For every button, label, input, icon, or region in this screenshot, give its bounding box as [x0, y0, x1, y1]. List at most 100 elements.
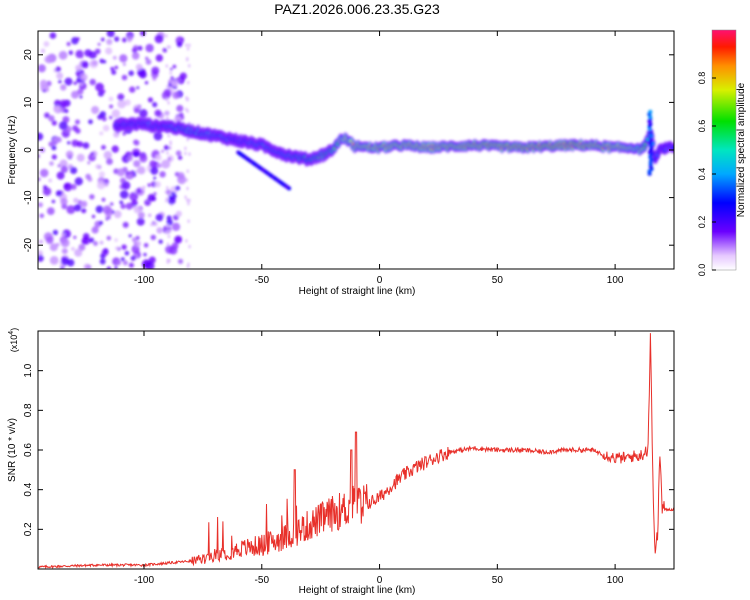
noise-blob [177, 155, 183, 160]
noise-blob [131, 47, 138, 53]
noise-blob [156, 227, 163, 234]
noise-blob [97, 181, 106, 190]
colorbar-tick-label: 0.8 [697, 72, 707, 85]
noise-blob [99, 240, 104, 245]
noise-blob [99, 111, 107, 118]
noise-blob [49, 243, 58, 252]
noise-blob [104, 182, 109, 187]
noise-blob [111, 69, 117, 75]
noise-blob [153, 192, 157, 196]
noise-blob [77, 88, 84, 95]
noise-blob [105, 217, 109, 221]
noise-blob [116, 260, 122, 266]
noise-blob [89, 194, 95, 200]
ridge-tail [287, 186, 292, 191]
noise-blob [122, 221, 129, 228]
noise-blob [48, 141, 54, 147]
noise-blob [70, 166, 78, 175]
noise-blob [52, 136, 59, 143]
noise-blob [136, 86, 140, 90]
noise-blob [110, 66, 115, 71]
noise-blob [116, 168, 126, 177]
noise-blob [117, 93, 125, 101]
noise-blob [102, 89, 106, 93]
noise-blob [38, 64, 46, 73]
spectrogram-y-ticks: -20 -10 0 10 20 [23, 49, 674, 252]
noise-blob [71, 139, 79, 147]
noise-streak [187, 264, 189, 268]
noise-blob [63, 182, 73, 192]
snr-panel: -100 -50 0 50 100 0.2 0.4 0.6 0.8 1.0 Height of … [7, 328, 675, 596]
noise-blob [44, 55, 54, 64]
noise-streak [186, 138, 189, 142]
noise-blob [154, 181, 161, 188]
noise-blob [150, 166, 159, 175]
noise-blob [129, 86, 136, 93]
noise-blob [90, 152, 94, 156]
spectrogram-x-ticks: -100 -50 0 50 100 [134, 31, 624, 286]
noise-blob [128, 70, 134, 76]
noise-blob [144, 81, 149, 85]
noise-blob [131, 237, 137, 243]
noise-blob [72, 125, 79, 132]
noise-blob [114, 266, 118, 269]
spectrogram-x-axis-label: Height of straight line (km) [299, 286, 416, 297]
noise-streak [166, 224, 169, 228]
colorbar-tick-label: 0.2 [697, 216, 707, 229]
noise-blob [55, 190, 63, 197]
noise-blob [91, 106, 100, 114]
noise-streak [166, 85, 169, 89]
noise-blob [163, 145, 169, 151]
noise-blob [66, 205, 76, 215]
noise-blob [99, 131, 104, 136]
noise-blob [79, 82, 84, 86]
noise-blob [172, 64, 177, 69]
y-tick-label: 0.2 [23, 522, 34, 536]
noise-streak [187, 81, 190, 85]
x-tick-label: -100 [134, 575, 154, 586]
colorbar-gradient [712, 30, 736, 270]
noise-blob [51, 120, 57, 126]
noise-blob [169, 67, 173, 71]
noise-blob [106, 38, 113, 46]
snr-x-axis-label: Height of straight line (km) [299, 585, 416, 596]
noise-blob [52, 229, 59, 236]
noise-blob [98, 171, 105, 178]
noise-blob [73, 235, 77, 239]
noise-streak [184, 195, 187, 199]
noise-streak [186, 198, 189, 202]
noise-streak [168, 259, 171, 263]
noise-streak [186, 169, 189, 173]
noise-blob [177, 258, 184, 264]
noise-blob [99, 258, 106, 265]
noise-blob [111, 210, 115, 214]
noise-blob [74, 177, 83, 186]
y-tick-label: 0.8 [23, 403, 34, 417]
noise-blob [85, 173, 91, 180]
noise-blob [120, 257, 125, 262]
colorbar-tick-label: 0.4 [697, 168, 707, 181]
colorbar-tick-label: 0.6 [697, 120, 707, 133]
noise-blob [44, 112, 50, 119]
noise-streak [165, 34, 168, 38]
noise-blob [143, 243, 149, 248]
noise-blob [169, 246, 178, 255]
noise-blob [71, 90, 79, 99]
noise-blob [145, 56, 149, 60]
noise-blob [111, 145, 119, 153]
noise-blob [56, 171, 65, 180]
noise-blob [92, 60, 98, 66]
noise-blob [153, 176, 157, 180]
noise-blob [155, 54, 163, 62]
noise-streak [184, 146, 187, 150]
noise-blob [130, 255, 136, 261]
noise-blob [56, 72, 64, 80]
noise-blob [139, 70, 147, 79]
noise-blob [164, 190, 168, 194]
noise-blob [101, 145, 106, 150]
noise-blob [137, 45, 143, 51]
noise-blob [38, 250, 43, 257]
noise-blob [128, 234, 132, 238]
noise-blob [170, 76, 174, 79]
